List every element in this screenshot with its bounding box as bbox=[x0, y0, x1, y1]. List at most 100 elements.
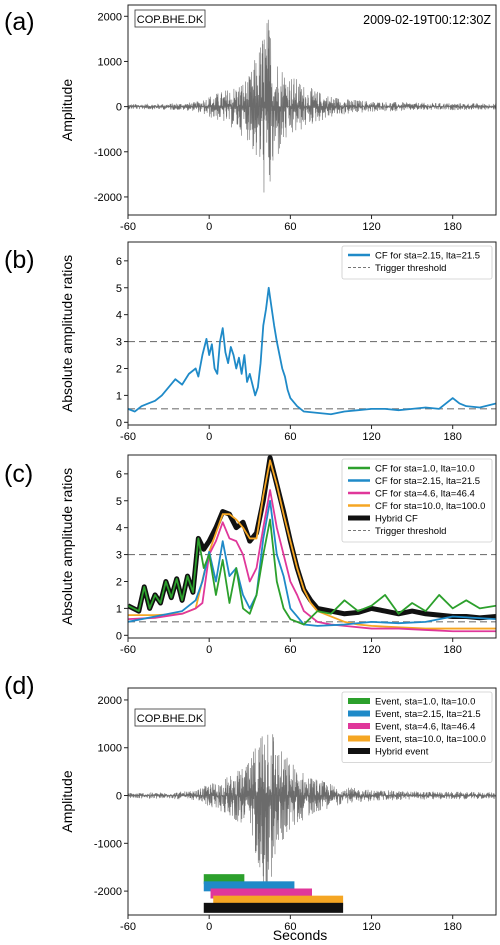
panel-b-label: (b) bbox=[4, 246, 35, 274]
panel-a-plot: -60 0 60 120 180 -2000 -1000 0 1000 2000 Amplitude bbox=[59, 4, 497, 233]
panel-b-plot: -60 0 60 120 180 0 1 2 3 4 5 6 Absolute amplitude ra… bbox=[59, 241, 497, 443]
legend-label: Event, sta=2.15, lta=21.5 bbox=[375, 709, 481, 720]
panel-c-plot: -60 0 60 120 180 0 1 2 3 4 5 6 Absolute amplitude ra… bbox=[59, 454, 497, 656]
legend-label: Event, sta=10.0, lta=100.0 bbox=[375, 734, 486, 745]
station-label: COP.BHE.DK bbox=[137, 14, 204, 26]
event-bar bbox=[203, 881, 295, 892]
x-tick-label: 180 bbox=[444, 221, 462, 233]
event-bar bbox=[210, 888, 312, 899]
y-tick-label: 2000 bbox=[98, 11, 122, 23]
y-tick-label: 2 bbox=[116, 363, 122, 375]
y-tick-label: -2000 bbox=[94, 886, 122, 898]
x-tick-label: -60 bbox=[120, 221, 136, 233]
x-tick-label: 120 bbox=[362, 431, 380, 443]
x-tick-label: -60 bbox=[120, 921, 136, 933]
x-tick-label: 0 bbox=[206, 221, 212, 233]
plot-frame bbox=[127, 687, 497, 916]
x-tick-label: -60 bbox=[120, 644, 136, 656]
series-line bbox=[128, 286, 496, 416]
plot-area bbox=[128, 734, 496, 913]
x-tick-label: 120 bbox=[362, 221, 380, 233]
station-box: COP.BHE.DK bbox=[134, 9, 206, 28]
y-tick-label: 1 bbox=[116, 390, 122, 402]
station-box-d: COP.BHE.DK bbox=[134, 708, 206, 727]
waveform-trace bbox=[128, 734, 496, 897]
y-tick-label: 1 bbox=[116, 603, 122, 615]
y-tick-label: 1000 bbox=[98, 56, 122, 68]
legend-box bbox=[341, 691, 493, 763]
panel-a-label: (a) bbox=[4, 8, 35, 36]
legend-label: CF for sta=1.0, lta=10.0 bbox=[375, 464, 475, 475]
event-bar bbox=[203, 874, 245, 885]
panel-a: (a) -60 0 60 120 180 -2000 -1000 0 1000 2000 Ampli… bbox=[4, 4, 497, 233]
plot-frame bbox=[127, 4, 497, 216]
x-tick-label: 180 bbox=[444, 431, 462, 443]
y-axis-label: Amplitude bbox=[59, 770, 75, 832]
y-tick-label: -1000 bbox=[94, 838, 122, 850]
y-tick-label: 3 bbox=[116, 550, 122, 562]
series-line bbox=[128, 518, 496, 626]
y-tick-label: 2 bbox=[116, 576, 122, 588]
y-tick-label: 3 bbox=[116, 337, 122, 349]
y-tick-label: 0 bbox=[116, 630, 122, 642]
y-tick-label: 4 bbox=[116, 523, 122, 535]
y-axis-label: Amplitude bbox=[59, 79, 75, 141]
x-tick-label: 0 bbox=[206, 431, 212, 443]
waveform-trace bbox=[128, 19, 496, 193]
legend-label: CF for sta=2.15, lta=21.5 bbox=[375, 476, 480, 487]
y-tick-label: 5 bbox=[116, 496, 122, 508]
series-line bbox=[128, 459, 496, 630]
x-tick-label: 180 bbox=[444, 644, 462, 656]
series-line bbox=[128, 489, 496, 633]
timestamp: 2009-02-19T00:12:30Z bbox=[363, 13, 491, 27]
y-axis-label: Absolute amplitude ratios bbox=[59, 255, 75, 412]
panel-c-label: (c) bbox=[4, 460, 33, 488]
y-tick-label: 2000 bbox=[98, 695, 122, 707]
legend-label: Event, sta=1.0, lta=10.0 bbox=[375, 697, 475, 708]
x-tick-label: 60 bbox=[284, 221, 296, 233]
panel-c: (c) -60 0 60 120 180 0 1 2 3 4 5 6 Absolute amplitud… bbox=[4, 454, 497, 656]
y-tick-label: 0 bbox=[116, 417, 122, 429]
legend-label: Hybrid CF bbox=[375, 514, 418, 525]
legend-box bbox=[341, 458, 493, 543]
x-tick-label: -60 bbox=[120, 431, 136, 443]
legend-label: Hybrid event bbox=[375, 747, 429, 758]
legend-box bbox=[341, 245, 493, 280]
y-tick-label: 5 bbox=[116, 283, 122, 295]
legend-label: CF for sta=10.0, lta=100.0 bbox=[375, 501, 485, 512]
y-axis-label: Absolute amplitude ratios bbox=[59, 468, 75, 625]
x-tick-label: 0 bbox=[206, 644, 212, 656]
legend-label: CF for sta=4.6, lta=46.4 bbox=[375, 489, 475, 500]
legend-label: CF for sta=2.15, lta=21.5 bbox=[375, 251, 480, 262]
y-tick-label: 4 bbox=[116, 310, 122, 322]
x-axis-label: Seconds bbox=[273, 927, 327, 943]
x-tick-label: 0 bbox=[206, 921, 212, 933]
plot-frame bbox=[127, 241, 497, 426]
legend-label: Event, sta=4.6, lta=46.4 bbox=[375, 722, 475, 733]
x-tick-label: 60 bbox=[284, 644, 296, 656]
event-bar bbox=[203, 902, 344, 913]
panel-d-label: (d) bbox=[4, 672, 35, 700]
y-tick-label: 1000 bbox=[98, 743, 122, 755]
y-tick-label: 6 bbox=[116, 469, 122, 481]
x-tick-label: 60 bbox=[284, 431, 296, 443]
x-tick-label: 60 bbox=[284, 921, 296, 933]
y-tick-label: -2000 bbox=[94, 192, 122, 204]
plot-area bbox=[128, 286, 496, 416]
legend-label: Trigger threshold bbox=[375, 263, 446, 274]
x-tick-label: 180 bbox=[444, 921, 462, 933]
panel-d: (d) -60 0 60 120 180 -2000 -1000 0 1000 2000 Ampli… bbox=[4, 672, 497, 943]
plot-area bbox=[128, 19, 496, 193]
event-bar bbox=[213, 895, 344, 906]
series-line bbox=[128, 499, 496, 627]
plot-frame bbox=[127, 454, 497, 639]
panel-b: (b) -60 0 60 120 180 0 1 2 3 4 5 6 Absolute amplitud… bbox=[4, 241, 497, 443]
y-tick-label: -1000 bbox=[94, 147, 122, 159]
station-label-d: COP.BHE.DK bbox=[137, 713, 204, 725]
panel-d-plot: -60 0 60 120 180 -2000 -1000 0 1000 2000 Amplitude… bbox=[59, 687, 497, 933]
legend-label: Trigger threshold bbox=[375, 526, 446, 537]
y-tick-label: 0 bbox=[116, 791, 122, 803]
x-tick-label: 120 bbox=[362, 921, 380, 933]
y-tick-label: 0 bbox=[116, 102, 122, 114]
